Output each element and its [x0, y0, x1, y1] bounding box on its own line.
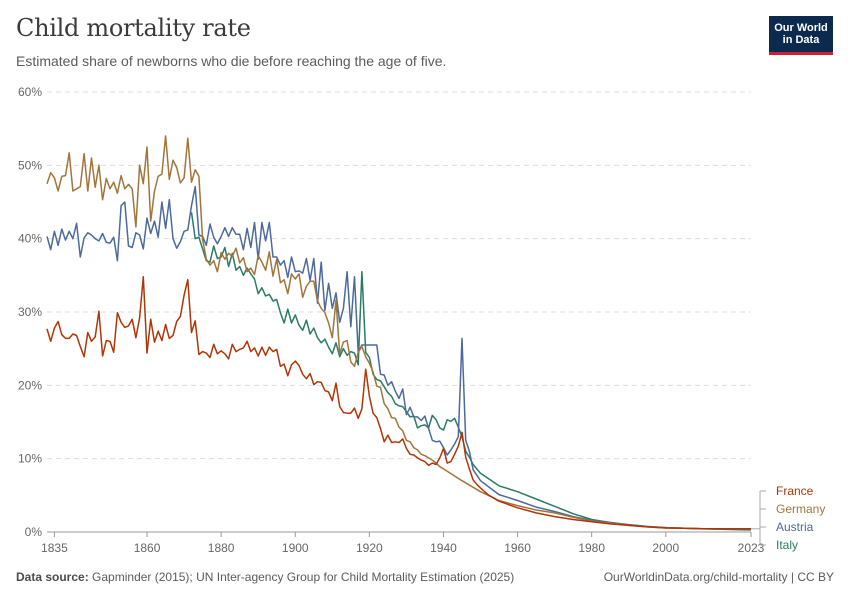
- data-source-label: Data source:: [16, 570, 89, 584]
- series-line-france: [46, 276, 751, 530]
- chart-title: Child mortality rate: [16, 14, 251, 42]
- legend-layer: France Germany Austria Italy: [751, 484, 825, 552]
- y-tick-label: 50%: [18, 158, 42, 172]
- x-tick-label: 1980: [578, 541, 605, 555]
- legend-label-austria: Austria: [776, 520, 814, 534]
- legend-label-germany: Germany: [776, 502, 825, 516]
- y-tick-label: 40%: [18, 232, 42, 246]
- owid-logo[interactable]: Our World in Data: [769, 16, 833, 55]
- series-line-italy: [190, 212, 752, 531]
- data-source: Data source: Gapminder (2015); UN Inter-…: [16, 570, 514, 584]
- y-tick-label: 20%: [18, 378, 42, 392]
- source-url-link[interactable]: OurWorldinData.org/child-mortality | CC …: [603, 570, 834, 584]
- x-tick-label: 1835: [41, 541, 68, 555]
- data-source-text: Gapminder (2015); UN Inter-agency Group …: [92, 570, 515, 584]
- legend-label-france: France: [776, 484, 814, 498]
- chart-subtitle: Estimated share of newborns who die befo…: [16, 53, 447, 69]
- y-tick-label: 60%: [18, 85, 42, 99]
- x-tick-label: 1960: [504, 541, 531, 555]
- logo-line-2: in Data: [782, 34, 820, 46]
- x-tick-label: 1860: [134, 541, 161, 555]
- line-chart: 0% 10% 20% 30% 40% 50% 60% 1835 1860 1880 1900 1920…: [18, 85, 825, 555]
- x-tick-label: 1920: [356, 541, 383, 555]
- legend-label-italy: Italy: [776, 538, 798, 552]
- y-tick-label: 10%: [18, 452, 42, 466]
- x-tick-label: 2023: [738, 541, 765, 555]
- grid-layer: 0% 10% 20% 30% 40% 50% 60% 1835 1860 1880 1900 1920…: [18, 85, 765, 555]
- series-layer: [46, 135, 752, 531]
- series-line-germany: [46, 135, 751, 530]
- x-tick-label: 2000: [652, 541, 679, 555]
- y-tick-label: 0%: [25, 525, 43, 539]
- x-tick-label: 1880: [208, 541, 235, 555]
- series-line-austria: [46, 185, 751, 530]
- logo-line-1: Our World: [774, 22, 828, 34]
- x-tick-label: 1900: [282, 541, 309, 555]
- y-tick-label: 30%: [18, 305, 42, 319]
- x-tick-label: 1940: [430, 541, 457, 555]
